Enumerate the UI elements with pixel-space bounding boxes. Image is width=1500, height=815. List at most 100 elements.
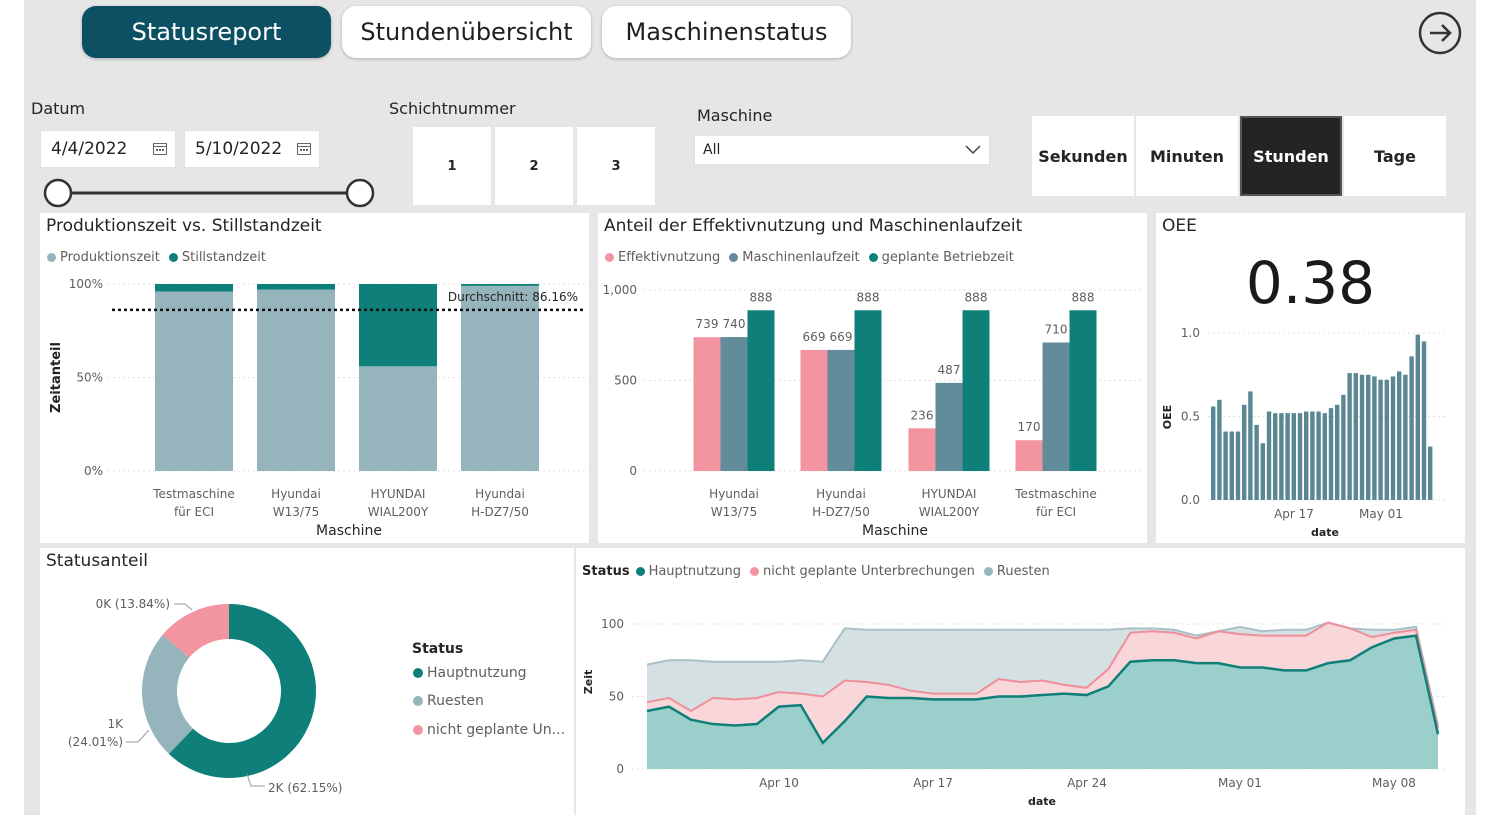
legend-label: Produktionszeit (60, 250, 160, 265)
unit-button-minuten[interactable]: Minuten (1136, 116, 1238, 196)
legend-label: Stillstandzeit (181, 250, 266, 265)
oee-bar (1297, 413, 1303, 500)
oee-bar (1279, 413, 1284, 500)
oee-column-chart: 1.0 0.5 0.0 OEE Apr 17 May 01 date (1161, 326, 1446, 539)
legend-item-unterbrechungen[interactable]: nicht geplante Unterbrechungen (750, 564, 975, 579)
status-stacked-area-chart: 100 50 0 Zeit Apr 10 Apr 17 Apr 24 May 01 May 08… (582, 617, 1446, 808)
production-chart-legend: Produktionszeit Stillstandzeit (47, 250, 275, 265)
shift-button-1[interactable]: 1 (413, 127, 491, 205)
bar-maschinenlaufzeit (1042, 342, 1070, 471)
tab-stundenuebersicht[interactable]: Stundenübersicht (342, 6, 591, 58)
oee-panel: OEE 0.38 1.0 0.5 0.0 OEE Apr 17 May 01 date (1156, 213, 1465, 543)
y-axis-label: Zeit (582, 670, 595, 694)
area-ruesten (647, 622, 1438, 729)
usage-chart-legend: Effektivnutzung Maschinenlaufzeit geplan… (605, 250, 1023, 265)
next-page-arrow-icon[interactable] (1418, 11, 1462, 55)
bar-geplante-betriebzeit (854, 310, 882, 471)
oee-bar (1359, 374, 1365, 500)
y-tick-label: 1.0 (1181, 326, 1200, 340)
shift-button-2[interactable]: 2 (495, 127, 573, 205)
date-range-slider[interactable] (40, 177, 380, 209)
legend-item-maschinenlaufzeit[interactable]: Maschinenlaufzeit (729, 250, 860, 265)
y-tick-label: 0 (616, 762, 624, 776)
legend-item-ruesten[interactable]: Ruesten (983, 564, 1050, 579)
unit-button-stunden[interactable]: Stunden (1240, 116, 1342, 196)
x-tick-label: May 01 (1359, 507, 1403, 521)
bar-production (257, 289, 335, 471)
y-tick-label: 0.5 (1181, 410, 1200, 424)
data-label: 236 (911, 408, 934, 422)
oee-bar (1378, 379, 1383, 500)
date-to-value: 5/10/2022 (195, 139, 283, 159)
date-to-input[interactable]: 5/10/2022 (184, 130, 320, 168)
machine-dropdown[interactable]: All (694, 135, 990, 165)
oee-bar (1273, 413, 1278, 500)
effective-usage-panel: Anteil der Effektivnutzung und Maschinen… (598, 213, 1147, 543)
data-label: (24.01%) (68, 735, 123, 749)
date-from-input[interactable]: 4/4/2022 (40, 130, 176, 168)
y-tick-label: 50 (609, 690, 624, 704)
unit-button-tage[interactable]: Tage (1344, 116, 1446, 196)
oee-bar (1366, 374, 1371, 500)
legend-item-hauptnutzung[interactable]: Hauptnutzung (635, 564, 741, 579)
x-tick-label: Testmaschine (152, 487, 234, 501)
tab-statusreport[interactable]: Statusreport (82, 6, 331, 58)
x-tick-label: Hyundai (709, 487, 759, 501)
x-tick-label: Hyundai (271, 487, 321, 501)
legend-item-production[interactable]: Produktionszeit (47, 250, 160, 265)
oee-bar (1384, 379, 1389, 500)
status-share-panel: Statusanteil Status Hauptnutzung Ruesten… (40, 548, 574, 815)
oee-bar (1347, 373, 1352, 500)
oee-bar (1254, 424, 1259, 500)
oee-bar (1390, 376, 1396, 500)
shift-button-3[interactable]: 3 (577, 127, 655, 205)
x-tick-label: May 01 (1218, 776, 1262, 790)
x-tick-label: Hyundai (475, 487, 525, 501)
status-share-donut-chart: 2K (62.15%) 1K (24.01%) 0K (13.84%) (68, 597, 343, 795)
shift-label: Schichtnummer (389, 99, 516, 118)
oee-bar (1229, 431, 1234, 500)
legend-item-ruesten[interactable]: Ruesten (413, 693, 484, 709)
bar-production (155, 291, 233, 471)
line-unterbrechungen (646, 621, 1439, 729)
status-timeline-panel: Status Hauptnutzung nicht geplante Unter… (576, 548, 1465, 815)
line-hauptnutzung (646, 634, 1440, 745)
bar-effektivnutzung (1015, 440, 1043, 471)
x-tick-label: für ECI (174, 505, 214, 519)
x-axis-label: Maschine (862, 523, 928, 539)
slider-handle-start (43, 178, 73, 208)
leader-line (246, 773, 265, 787)
legend-item-geplante-betriebzeit[interactable]: geplante Betriebzeit (868, 250, 1014, 265)
oee-bar (1248, 391, 1253, 500)
unit-button-sekunden[interactable]: Sekunden (1032, 116, 1134, 196)
x-tick-label: Apr 17 (1274, 507, 1314, 521)
bar-effektivnutzung (908, 428, 936, 471)
area-hauptnutzung (647, 635, 1438, 769)
line-ruesten (646, 621, 1439, 726)
data-label: 669 (830, 330, 853, 344)
machine-label: Maschine (697, 106, 773, 125)
legend-label: Maschinenlaufzeit (742, 250, 860, 265)
calendar-icon[interactable] (153, 142, 167, 155)
bar-effektivnutzung (800, 349, 828, 471)
production-stacked-bar-chart: 100% 50% 0% Zeitanteil Testmaschine für ECI Hy… (49, 277, 585, 539)
bar-effektivnutzung (693, 337, 721, 471)
data-label: 487 (938, 363, 961, 377)
tab-maschinenstatus[interactable]: Maschinenstatus (602, 6, 851, 58)
oee-bar (1403, 374, 1408, 500)
oee-bar (1235, 431, 1241, 500)
data-label: 740 (723, 317, 746, 331)
legend-item-nicht-geplante[interactable]: nicht geplante Un... (413, 722, 565, 738)
legend-item-effektivnutzung[interactable]: Effektivnutzung (605, 250, 720, 265)
usage-chart-title: Anteil der Effektivnutzung und Maschinen… (604, 216, 1023, 236)
machine-dropdown-value: All (703, 142, 721, 158)
legend-item-hauptnutzung[interactable]: Hauptnutzung (413, 665, 527, 681)
data-label: 0K (13.84%) (96, 597, 170, 611)
calendar-icon[interactable] (297, 142, 311, 155)
usage-clustered-bar-chart: 1,000 500 0 739 740 888 Hyundai W13/75 669 669 888… (603, 283, 1143, 539)
y-tick-label: 0% (84, 464, 103, 478)
legend-item-downtime[interactable]: Stillstandzeit (168, 250, 266, 265)
oee-bar (1328, 408, 1334, 500)
date-from-value: 4/4/2022 (51, 139, 128, 159)
bar-maschinenlaufzeit (720, 337, 748, 471)
